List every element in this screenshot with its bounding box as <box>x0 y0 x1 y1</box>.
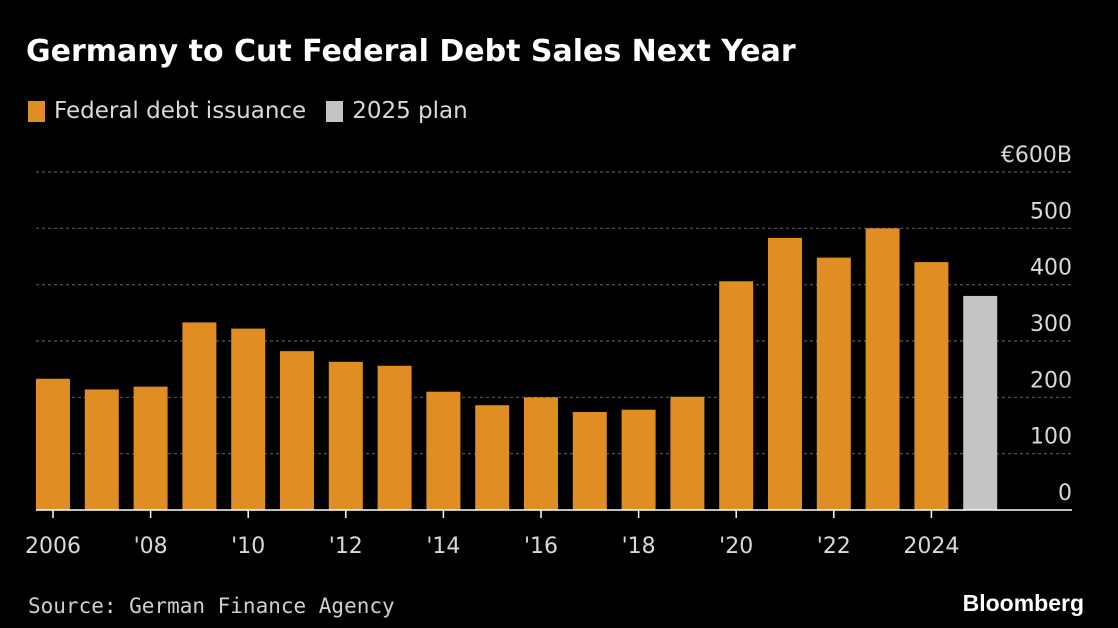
x-tick-label: '20 <box>719 534 753 559</box>
bar <box>426 391 461 510</box>
bar <box>768 237 802 510</box>
bar <box>231 328 266 510</box>
y-tick-label: 100 <box>1030 425 1072 450</box>
bar <box>719 281 754 510</box>
bar <box>963 295 998 510</box>
y-tick-label: 200 <box>1030 368 1072 393</box>
x-tick-label: '14 <box>426 534 460 559</box>
x-tick-label: 2006 <box>25 534 81 559</box>
bar <box>84 389 119 510</box>
x-tick-label: 2024 <box>903 534 959 559</box>
y-tick-label: 500 <box>1030 199 1072 224</box>
source-note: Source: German Finance Agency <box>28 594 395 618</box>
legend: Federal debt issuance 2025 plan <box>28 98 488 124</box>
bar <box>182 322 217 510</box>
bar <box>280 351 314 510</box>
x-tick-label: '16 <box>524 534 558 559</box>
legend-label-issuance: Federal debt issuance <box>54 98 307 124</box>
bar <box>133 386 168 510</box>
legend-item-issuance: Federal debt issuance <box>28 98 306 124</box>
y-tick-label: 300 <box>1030 312 1072 337</box>
x-tick-label: '10 <box>231 534 265 559</box>
legend-swatch-plan <box>326 100 344 122</box>
y-tick-label: €600B <box>1001 143 1072 168</box>
chart-title: Germany to Cut Federal Debt Sales Next Y… <box>26 34 796 69</box>
bar <box>670 396 705 510</box>
bar <box>328 361 363 510</box>
x-tick-label: '22 <box>817 534 851 559</box>
legend-swatch-issuance <box>28 100 45 122</box>
bar <box>377 365 412 510</box>
bar <box>816 257 851 510</box>
bar <box>524 397 558 510</box>
bar <box>36 378 70 510</box>
bar <box>865 228 900 511</box>
bar <box>914 262 949 510</box>
y-tick-label: 400 <box>1030 256 1072 281</box>
bar <box>621 409 656 510</box>
bloomberg-logo: Bloomberg <box>962 590 1084 616</box>
x-tick-label: '08 <box>134 534 168 559</box>
y-tick-label: 0 <box>1058 481 1072 506</box>
legend-label-plan: 2025 plan <box>352 98 468 124</box>
legend-item-plan: 2025 plan <box>326 98 468 124</box>
x-tick-label: '12 <box>329 534 363 559</box>
bar <box>572 411 607 510</box>
bar <box>475 405 510 510</box>
x-tick-label: '18 <box>622 534 656 559</box>
